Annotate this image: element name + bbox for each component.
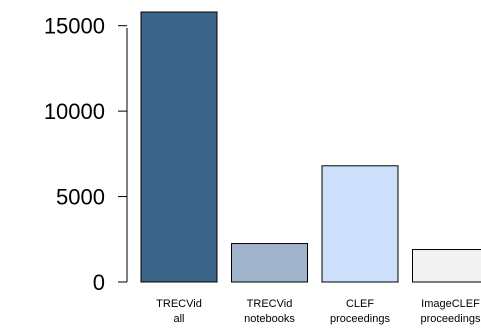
x-tick-label: ImageCLEF [421,298,480,310]
x-tick-label: all [173,313,184,325]
x-tick-label: proceedings [421,313,481,325]
y-tick-label: 10000 [44,99,105,124]
y-tick-label: 0 [93,270,105,295]
y-tick-label: 5000 [56,185,105,210]
x-tick-label: TRECVid [156,298,202,310]
x-tick-label: proceedings [330,313,390,325]
bar [412,249,481,283]
y-tick-label: 15000 [44,14,105,39]
bar [321,165,399,283]
x-tick-label: CLEF [346,298,374,310]
bar [140,11,218,283]
x-tick-label: notebooks [244,313,295,325]
bar [231,243,308,283]
x-tick-label: TRECVid [247,298,293,310]
